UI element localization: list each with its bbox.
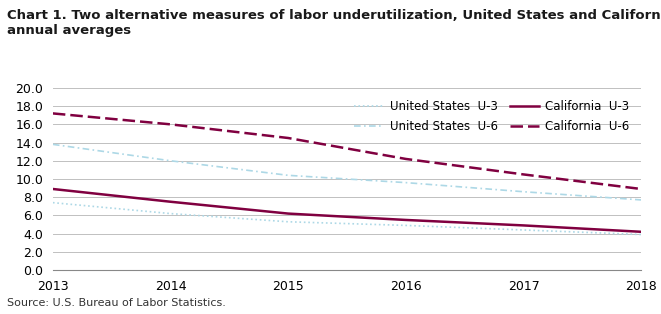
Text: Source: U.S. Bureau of Labor Statistics.: Source: U.S. Bureau of Labor Statistics. <box>7 298 225 308</box>
Text: Chart 1. Two alternative measures of labor underutilization, United States and C: Chart 1. Two alternative measures of lab… <box>7 9 661 37</box>
Legend: United States  U-3, United States  U-6, California  U-3, California  U-6: United States U-3, United States U-6, Ca… <box>348 94 635 139</box>
